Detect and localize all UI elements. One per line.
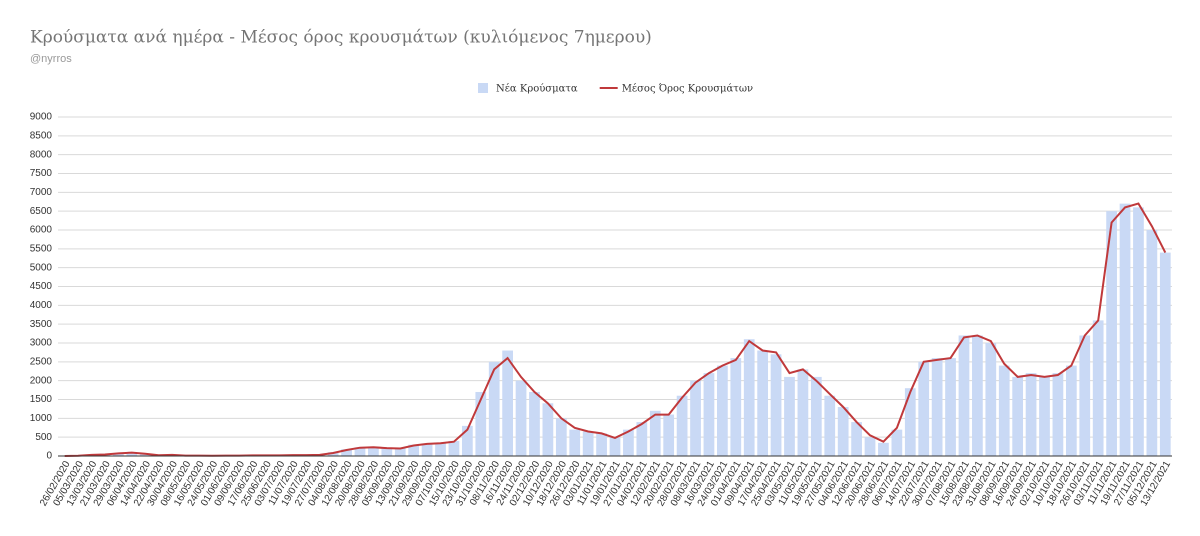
bar (327, 452, 339, 456)
bar (730, 358, 742, 456)
bar (139, 453, 151, 456)
line (64, 202, 1167, 457)
bar (529, 391, 540, 456)
y-tick-label: 3500 (30, 319, 53, 330)
y-tick-label: 4000 (30, 300, 53, 311)
legend-label: Μέσος Όρος Κρουσμάτων (622, 84, 753, 95)
bar (797, 369, 809, 456)
bar (1065, 365, 1077, 456)
bar (945, 358, 956, 456)
bar (743, 339, 755, 456)
y-tick-label: 6000 (30, 225, 53, 236)
bar (918, 361, 930, 456)
bar (1159, 252, 1171, 456)
bar (864, 437, 876, 456)
legend-swatch (478, 83, 488, 93)
y-tick-label: 2000 (30, 375, 53, 386)
bar (461, 425, 473, 456)
bar (515, 380, 527, 456)
bar (757, 350, 769, 456)
bar (1012, 376, 1024, 456)
bar (381, 448, 393, 456)
y-tick-label: 5500 (30, 243, 53, 254)
bar (784, 376, 795, 456)
bar (488, 361, 500, 456)
bar (596, 433, 607, 456)
bar (394, 447, 406, 456)
bar (126, 452, 138, 456)
bar (1106, 211, 1117, 456)
bar (878, 442, 889, 456)
y-tick-label: 8000 (30, 149, 53, 160)
bar (623, 429, 634, 456)
y-tick-label: 6500 (30, 206, 53, 217)
bar (958, 335, 970, 456)
bar (408, 444, 420, 456)
bar (1092, 320, 1104, 456)
bar (676, 395, 688, 456)
bar (690, 380, 701, 456)
y-tick-label: 2500 (30, 356, 53, 367)
bar (1039, 376, 1050, 456)
bar (448, 440, 460, 456)
bar (609, 437, 621, 456)
bar (972, 335, 983, 456)
bar (1052, 373, 1064, 456)
bar (649, 410, 661, 456)
y-tick-label: 0 (46, 451, 52, 462)
bar (341, 449, 352, 456)
bar (113, 452, 124, 456)
y-tick-label: 1500 (30, 394, 53, 405)
bar (368, 446, 379, 456)
bar (770, 354, 782, 456)
bar (810, 376, 822, 456)
bar (569, 429, 581, 456)
bar (824, 395, 836, 456)
bar (435, 442, 446, 456)
bar (502, 350, 513, 456)
bar (1133, 207, 1144, 456)
bar (703, 373, 715, 456)
bar (555, 418, 567, 456)
legend-label: Νέα Κρούσματα (496, 84, 578, 95)
y-tick-label: 1000 (30, 413, 53, 424)
bar (998, 365, 1010, 456)
bar (985, 343, 997, 456)
bar (1146, 230, 1158, 456)
chart-title: Κρούσματα ανά ημέρα - Μέσος όρος κρουσμά… (30, 28, 652, 48)
bar (542, 403, 554, 456)
y-tick-label: 8500 (30, 130, 53, 141)
y-tick-label: 7000 (30, 187, 53, 198)
y-tick-label: 5000 (30, 262, 53, 273)
y-tick-label: 3000 (30, 338, 53, 349)
y-tick-label: 500 (35, 432, 52, 443)
bar (636, 422, 648, 456)
bar (663, 414, 675, 456)
y-tick-label: 9000 (30, 112, 53, 123)
bar (582, 431, 594, 456)
bar (1025, 373, 1037, 456)
bar (891, 429, 903, 456)
bar (837, 407, 849, 456)
bar (851, 422, 862, 456)
y-tick-label: 4500 (30, 281, 53, 292)
bar (1079, 335, 1091, 456)
chart-subtitle: @nyrros (30, 53, 72, 65)
bar (1119, 203, 1131, 456)
y-tick-label: 7500 (30, 168, 53, 179)
bar (354, 447, 366, 456)
bar (421, 443, 433, 456)
bar (931, 358, 943, 456)
bar (717, 365, 728, 456)
bar (904, 388, 916, 456)
bar (475, 391, 487, 456)
